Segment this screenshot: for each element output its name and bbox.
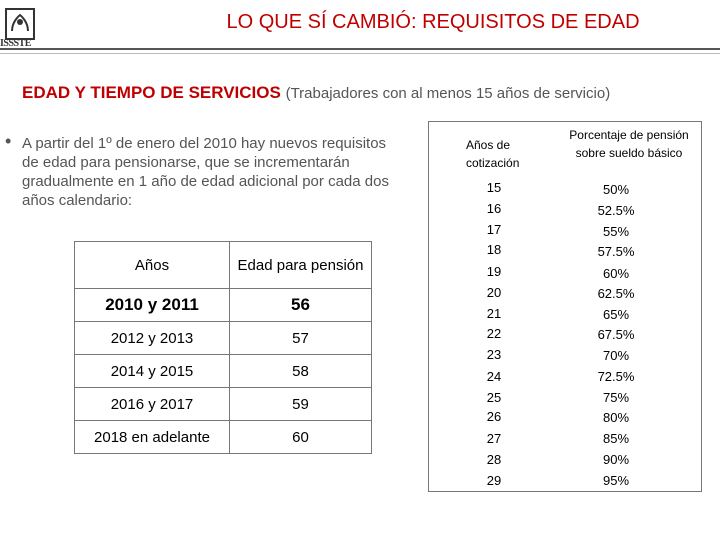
cotizacion-year: 19	[486, 264, 502, 279]
table-row: 2018 en adelante 60	[74, 420, 372, 454]
cotizacion-year: 27	[486, 431, 502, 446]
cotizacion-year: 15	[486, 180, 502, 195]
header-rule	[0, 48, 720, 50]
age-cell: 58	[229, 354, 372, 388]
pension-percentage: 50%	[602, 182, 630, 197]
cotizacion-year: 22	[486, 326, 502, 341]
section-heading-title: EDAD Y TIEMPO DE SERVICIOS	[22, 83, 281, 102]
age-requirements-table: Años Edad para pensión 2010 y 2011 56 20…	[74, 241, 372, 454]
column-header-cotizacion: Años de cotización	[466, 138, 520, 170]
logo-text: ISSSTE	[0, 38, 31, 49]
pension-percentage: 55%	[602, 224, 630, 239]
pension-percentage: 75%	[602, 390, 630, 405]
column-header-years: Años	[74, 241, 230, 289]
table-row: 2012 y 2013 57	[74, 321, 372, 355]
bullet-icon: •	[5, 131, 12, 151]
table-row: 2010 y 2011 56	[74, 288, 372, 322]
table-header-row: Años Edad para pensión	[74, 241, 372, 289]
cotizacion-year: 18	[486, 242, 502, 257]
section-heading-note: (Trabajadores con al menos 15 años de se…	[285, 85, 611, 102]
pension-percentage: 65%	[602, 307, 630, 322]
table-row: 2016 y 2017 59	[74, 387, 372, 421]
cotizacion-year: 25	[486, 390, 502, 405]
pension-percentage: 90%	[602, 452, 630, 467]
cotizacion-year: 26	[486, 409, 502, 424]
cotizacion-year: 17	[486, 222, 502, 237]
section-heading: EDAD Y TIEMPO DE SERVICIOS (Trabajadores…	[22, 83, 610, 103]
pension-percentage: 67.5%	[597, 327, 635, 342]
age-cell: 56	[229, 288, 372, 322]
years-cell: 2012 y 2013	[74, 321, 230, 355]
cotizacion-year: 21	[486, 306, 502, 321]
years-cell: 2018 en adelante	[74, 420, 230, 454]
pension-percentage: 62.5%	[597, 286, 635, 301]
cotizacion-year: 23	[486, 347, 502, 362]
age-cell: 57	[229, 321, 372, 355]
pension-percentage: 70%	[602, 348, 630, 363]
years-cell: 2016 y 2017	[74, 387, 230, 421]
intro-paragraph: A partir del 1º de enero del 2010 hay nu…	[22, 135, 389, 209]
pension-percentage: 60%	[602, 266, 630, 281]
pension-percentage: 52.5%	[597, 203, 635, 218]
pension-percentage: 57.5%	[597, 244, 635, 259]
pension-percentage: 85%	[602, 431, 630, 446]
cotizacion-year: 20	[486, 285, 502, 300]
pension-percentage: 80%	[602, 410, 630, 425]
age-cell: 59	[229, 387, 372, 421]
page-title: LO QUE SÍ CAMBIÓ: REQUISITOS DE EDAD	[226, 11, 640, 33]
cotizacion-year: 16	[486, 201, 502, 216]
column-header-percentage: Porcentaje de pensión sobre sueldo básic…	[569, 128, 689, 160]
cotizacion-year: 24	[486, 369, 502, 384]
cotizacion-year: 28	[486, 452, 502, 467]
years-cell: 2010 y 2011	[74, 288, 230, 322]
issste-logo-icon	[5, 8, 35, 40]
years-cell: 2014 y 2015	[74, 354, 230, 388]
pension-percentage-table	[428, 121, 702, 492]
cotizacion-year: 29	[486, 473, 502, 488]
column-header-age: Edad para pensión	[229, 241, 372, 289]
table-row: 2014 y 2015 58	[74, 354, 372, 388]
pension-percentage: 95%	[602, 473, 630, 488]
pension-percentage: 72.5%	[597, 369, 635, 384]
age-cell: 60	[229, 420, 372, 454]
header-rule-light	[0, 53, 720, 54]
